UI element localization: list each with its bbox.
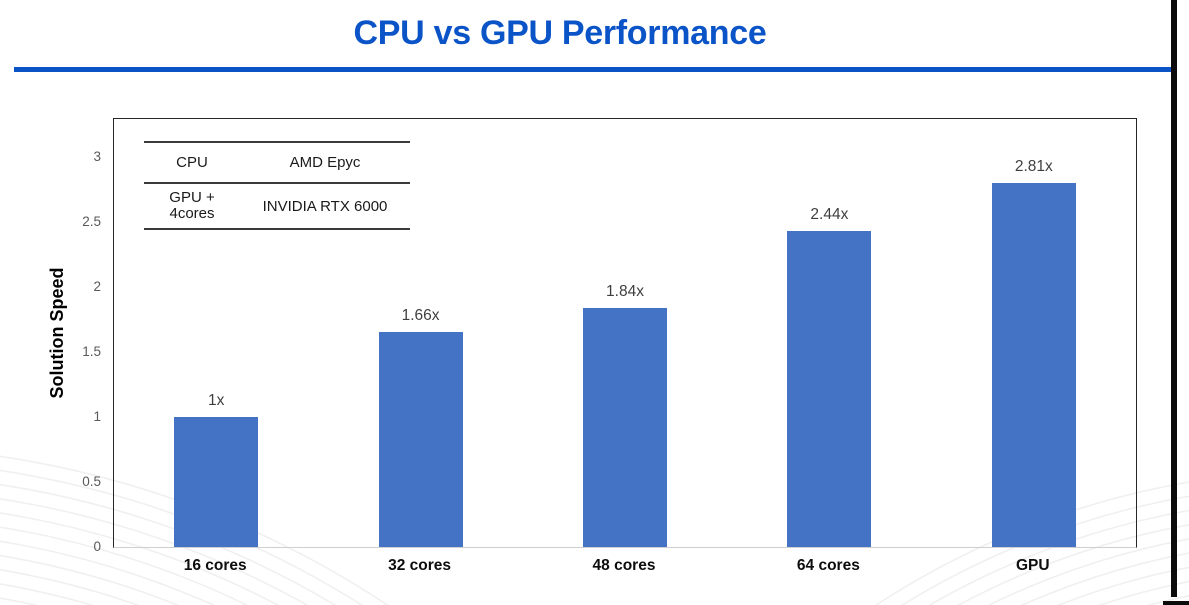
title-underline xyxy=(14,67,1172,72)
y-axis-tick-1-5: 1.5 xyxy=(82,343,101,359)
hardware-spec-table: CPU AMD Epyc GPU + 4cores INVIDIA RTX 60… xyxy=(144,141,410,230)
bar-value-label-gpu: 2.81x xyxy=(1014,157,1053,175)
y-axis-tick-2-5: 2.5 xyxy=(82,214,101,230)
table-row-cpu: CPU AMD Epyc xyxy=(144,143,410,184)
y-axis-tick-0-5: 0.5 xyxy=(82,473,101,489)
table-label-line1: GPU + xyxy=(169,189,215,206)
right-accent-bar xyxy=(1171,0,1177,597)
table-cell-label: GPU + 4cores xyxy=(144,190,240,222)
x-axis-label-16-cores: 16 cores xyxy=(183,557,247,574)
x-axis-label-gpu: GPU xyxy=(1015,557,1050,574)
bottom-corner-accent-bar xyxy=(1163,601,1189,605)
y-axis-tick-3: 3 xyxy=(93,149,101,165)
y-axis-tick-2: 2 xyxy=(93,279,101,295)
bar-value-label-16-cores: 1x xyxy=(208,392,225,410)
table-cell-value: AMD Epyc xyxy=(289,154,361,171)
bars-layer: 1x 1.66x 1.84x 2.44x 2.81x xyxy=(114,119,1136,547)
bar-value-label-32-cores: 1.66x xyxy=(401,306,440,324)
bar-gpu xyxy=(991,182,1076,547)
table-cell-value: INVIDIA RTX 6000 xyxy=(262,197,388,215)
bar-value-label-48-cores: 1.84x xyxy=(606,283,644,301)
chart-plot-area: 1x 1.66x 1.84x 2.44x 2.81x CPU AMD Epyc GPU … xyxy=(113,118,1137,548)
page-title: CPU vs GPU Performance xyxy=(353,14,767,52)
y-axis-tick-1: 1 xyxy=(93,408,101,424)
x-axis-label-32-cores: 32 cores xyxy=(388,557,452,574)
bar-32-cores xyxy=(378,331,463,547)
x-axis-label-48-cores: 48 cores xyxy=(592,557,656,574)
bar-64-cores xyxy=(787,230,872,547)
bar-48-cores xyxy=(583,308,667,547)
table-label-text: CPU xyxy=(176,153,208,171)
x-axis-label-64-cores: 64 cores xyxy=(796,557,860,574)
table-cell-label: CPU xyxy=(144,153,240,171)
x-axis: 16 cores 32 cores 48 cores 64 cores GPU xyxy=(113,557,1137,581)
bar-value-label-64-cores: 2.44x xyxy=(810,205,849,223)
y-axis: 0 0.5 1 1.5 2 2.5 3 xyxy=(0,120,101,553)
table-label-line2: 4cores xyxy=(169,205,215,222)
table-row-gpu: GPU + 4cores INVIDIA RTX 6000 xyxy=(144,184,410,230)
y-axis-tick-0: 0 xyxy=(93,538,101,554)
bar-16-cores xyxy=(174,417,259,547)
